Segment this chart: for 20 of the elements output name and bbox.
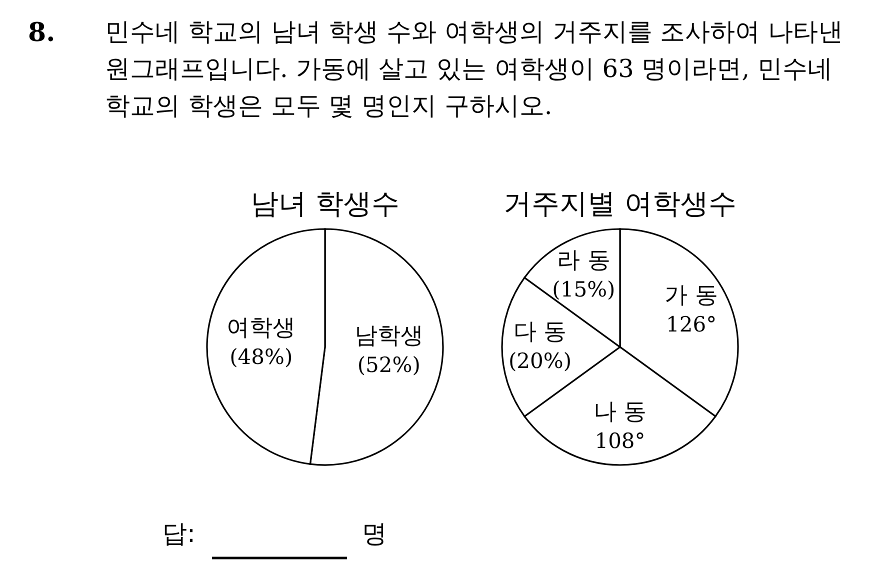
text: 학교의 학생은 모두 몇 명인지 구하시오. — [105, 91, 552, 120]
slice-label: 가 동 — [664, 282, 718, 309]
text: 답: — [162, 519, 196, 548]
slice-label: 다 동 — [513, 319, 567, 345]
slice-label: 남학생 — [354, 323, 424, 350]
chart-title: 남녀 학생수 — [250, 187, 400, 220]
slice-label: 나 동 — [593, 399, 647, 425]
slice-label: 여학생 — [226, 314, 296, 341]
text: 명 — [362, 519, 387, 548]
slice-label: 라 동 — [557, 248, 610, 274]
data-label: (52%) — [357, 353, 420, 378]
data-label: (15%) — [552, 278, 616, 302]
data-label: (48%) — [230, 344, 293, 369]
data-label: (20%) — [508, 349, 572, 373]
text: 126° — [666, 312, 717, 337]
chart-title: 거주지별 여학생수 — [504, 187, 736, 220]
text: 민수네 학교의 남녀 학생 수와 여학생의 거주지를 조사하여 나타낸 — [105, 17, 844, 46]
text: 원그래프입니다. 가동에 살고 있는 여학생이 63 명이라면, 민수네 — [105, 54, 832, 83]
text: 8. — [28, 18, 56, 48]
text: 108° — [594, 429, 646, 453]
